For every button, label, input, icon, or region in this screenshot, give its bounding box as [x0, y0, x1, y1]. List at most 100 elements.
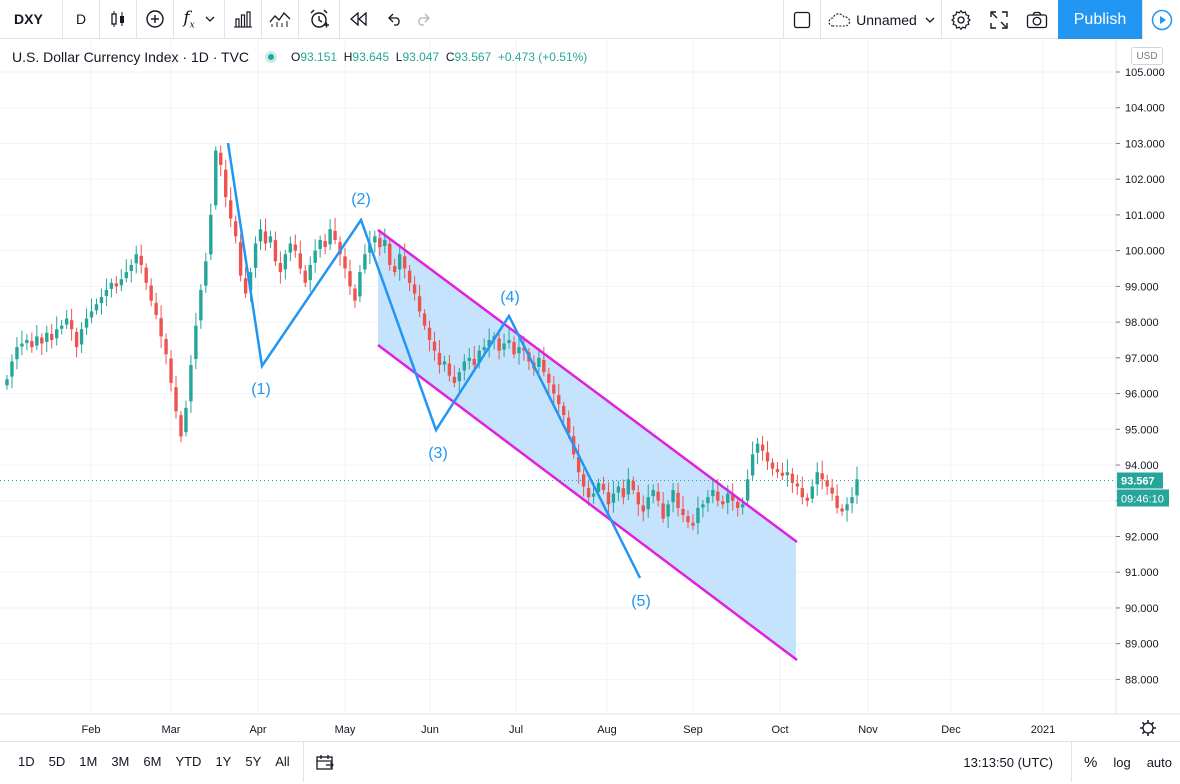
candle-body — [224, 169, 228, 198]
settings-button[interactable] — [942, 0, 980, 39]
price-chart[interactable]: (1) (2) (3) (4) (5) 105.000 104.000 103.000 102.… — [0, 40, 1180, 741]
candle-body — [840, 508, 844, 512]
candle-body — [626, 479, 631, 495]
bar-chart-icon — [234, 11, 252, 28]
candle-body — [219, 152, 223, 165]
candle-body — [825, 480, 829, 487]
reset-icon-tooth — [1151, 731, 1155, 735]
reset-icon[interactable] — [1142, 722, 1154, 734]
candle-body — [338, 242, 342, 255]
candle-body — [472, 358, 476, 365]
candle-body — [780, 472, 785, 476]
reset-icon-tooth — [1141, 721, 1145, 725]
compare-icon — [316, 754, 334, 770]
candle-body — [358, 272, 362, 297]
range-all[interactable]: All — [275, 754, 290, 769]
log-toggle[interactable]: log — [1113, 754, 1131, 770]
channel-upper-line[interactable] — [377, 228, 798, 544]
time-axis[interactable] — [0, 714, 1116, 741]
range-1m[interactable]: 1M — [79, 754, 98, 769]
price-tick-label: 98.000 — [1125, 317, 1159, 329]
price-tick-label: 92.000 — [1125, 531, 1159, 543]
candle-body — [333, 230, 337, 240]
candle-body — [641, 505, 645, 512]
candle-body — [214, 150, 218, 206]
symbol-title[interactable]: U.S. Dollar Currency Index · 1D · TVC — [12, 49, 250, 65]
templates-button[interactable] — [262, 0, 298, 39]
auto-toggle[interactable]: auto — [1146, 754, 1172, 770]
candle-body — [238, 242, 243, 276]
candle-body — [701, 504, 705, 508]
candle-body — [50, 333, 54, 340]
channel-lower-line[interactable] — [377, 344, 798, 661]
candle-body — [263, 231, 268, 244]
range-1d[interactable]: 1D — [18, 754, 35, 769]
compare-button[interactable] — [137, 0, 173, 39]
bottom-toolbar: 1D 5D 1M 3M 6M YTD 1Y 5Y All 13:13:50 (U… — [0, 741, 1180, 782]
candle-body — [30, 341, 34, 348]
layout-menu-button[interactable]: Unnamed — [821, 0, 941, 39]
chart-type-button[interactable] — [100, 0, 136, 39]
candles-icon — [111, 11, 124, 27]
candle-body — [562, 405, 566, 416]
candle-body — [661, 503, 665, 519]
publish-menu-button[interactable] — [1142, 0, 1180, 39]
top-toolbar: DXY D fx Unnamed — [0, 0, 1180, 39]
time-tick-label: Nov — [858, 724, 878, 736]
range-1y[interactable]: 1Y — [215, 754, 232, 769]
range-5y[interactable]: 5Y — [245, 754, 262, 769]
candle-body — [40, 337, 44, 344]
candle-body — [547, 373, 551, 383]
candle-body — [149, 285, 153, 301]
wave-label: (1) — [251, 381, 271, 398]
candle-body — [671, 490, 675, 503]
candle-body — [721, 501, 725, 505]
range-3m[interactable]: 3M — [111, 754, 130, 769]
goto-date-button[interactable] — [310, 754, 340, 770]
range-ytd[interactable]: YTD — [175, 754, 202, 769]
replay-button[interactable] — [340, 0, 378, 39]
financials-button[interactable] — [225, 0, 261, 39]
symbol-search-button[interactable]: DXY — [14, 11, 43, 27]
candle-body — [134, 254, 138, 264]
time-tick-label: Dec — [941, 724, 961, 736]
candle-body — [422, 313, 427, 326]
candle-body — [74, 331, 79, 348]
range-5d[interactable]: 5D — [48, 754, 66, 769]
interval-button[interactable]: D — [75, 11, 87, 27]
utc-clock[interactable]: 13:13:50 (UTC) — [963, 754, 1053, 770]
snapshot-button[interactable] — [1018, 0, 1056, 39]
candle-body — [308, 264, 312, 281]
candle-body — [855, 479, 859, 496]
candle-body — [542, 359, 546, 373]
candle-body — [69, 320, 74, 330]
candle-body — [557, 395, 561, 405]
indicators-button[interactable]: fx — [174, 0, 224, 39]
indicators-icon — [269, 11, 291, 27]
percent-toggle[interactable]: % — [1083, 753, 1098, 771]
divider — [783, 0, 784, 39]
undo-button[interactable] — [378, 0, 410, 39]
candle-body — [711, 490, 715, 497]
fullscreen-button[interactable] — [980, 0, 1018, 39]
publish-button[interactable]: Publish — [1058, 0, 1142, 39]
currency-badge[interactable]: USD — [1131, 47, 1163, 65]
price-tick-label: 105.000 — [1125, 67, 1165, 79]
candle-body — [487, 339, 491, 347]
candle-body — [706, 497, 710, 504]
redo-button[interactable] — [410, 0, 438, 39]
wave-label: (2) — [351, 191, 371, 208]
select-layout-checkbox[interactable] — [784, 0, 820, 39]
time-tick-label: Oct — [771, 724, 788, 736]
candle-body — [716, 491, 720, 501]
divider — [136, 0, 137, 39]
price-tick-label: 90.000 — [1125, 603, 1159, 615]
candle-body — [174, 387, 178, 412]
candle-body — [248, 272, 253, 291]
alert-button[interactable] — [299, 0, 339, 39]
last-price-badge — [1117, 472, 1163, 489]
range-6m[interactable]: 6M — [143, 754, 162, 769]
price-axis[interactable] — [1116, 40, 1180, 714]
elliott-wave-line[interactable] — [226, 142, 642, 579]
candle-body — [522, 347, 526, 351]
